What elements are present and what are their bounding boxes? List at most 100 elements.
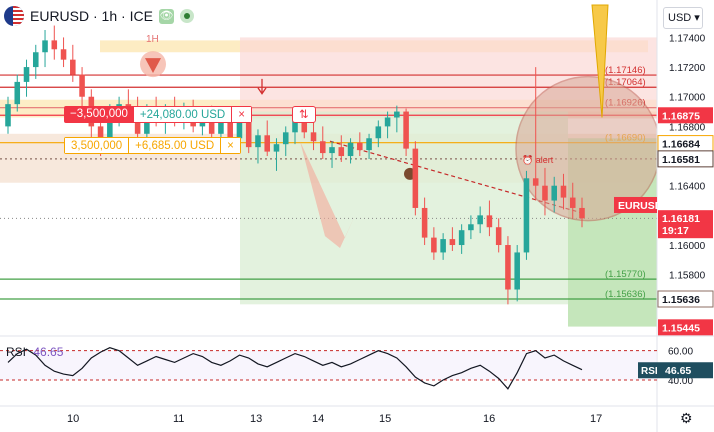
candle-body	[431, 237, 437, 253]
rsi-legend-label: RSI	[6, 345, 27, 359]
price-label-box[interactable]	[658, 210, 713, 227]
level-price-text: (1.17064)	[605, 77, 646, 88]
short-position-line[interactable]: −3,500,000 +24,080.00 USD ×	[64, 106, 252, 123]
candle-body	[347, 142, 354, 157]
price-axis-tick: 1.15800	[669, 271, 706, 282]
close-position-icon[interactable]: ×	[231, 106, 252, 123]
price-label-box[interactable]	[658, 222, 713, 239]
candle-body	[458, 230, 465, 246]
candle-body	[5, 104, 11, 127]
rsi-axis-tick: 60.00	[668, 347, 693, 358]
candle-body	[51, 40, 58, 50]
price-axis-tick: 1.16000	[669, 241, 706, 252]
reverse-order-icon[interactable]: ⇅	[292, 106, 316, 123]
candle-body	[357, 142, 363, 151]
time-axis-tick: 13	[250, 413, 262, 425]
price-label: 1.16581	[662, 154, 700, 166]
short-position-qty[interactable]: −3,500,000	[64, 106, 134, 123]
price-axis-tick: 1.16800	[669, 122, 706, 133]
candle-body	[70, 59, 76, 75]
long-position-line[interactable]: 3,500,000 +6,685.00 USD ×	[64, 137, 241, 154]
order-button[interactable]: ⇅	[292, 106, 316, 123]
candle-body	[292, 120, 298, 133]
symbol-title[interactable]: EURUSD · 1h · ICE	[30, 8, 153, 24]
candle-body	[375, 126, 382, 139]
eye-icon[interactable]: 👁	[158, 8, 174, 24]
price-axis-tick: 1.17400	[669, 33, 706, 44]
alert-label: ⏰ alert	[522, 154, 554, 165]
time-axis-tick: 14	[312, 413, 324, 425]
currency-selector[interactable]: USD ▾	[663, 7, 703, 29]
price-label-box[interactable]	[658, 107, 713, 124]
rsi-badge-value: 46.65	[665, 365, 691, 377]
candle-body	[282, 132, 289, 145]
candle-body	[227, 117, 233, 139]
candle-body	[97, 126, 104, 142]
price-label-box[interactable]	[657, 290, 714, 308]
candle-body	[107, 111, 113, 142]
rsi-line[interactable]	[7, 347, 583, 390]
rsi-badge-label-box	[638, 362, 658, 379]
candle-body	[310, 132, 317, 142]
close-position-icon[interactable]: ×	[220, 137, 241, 154]
chevron-down-icon: ▾	[694, 12, 700, 24]
rsi-badge-value-box	[658, 362, 713, 379]
candle-body	[542, 185, 548, 201]
price-label: 1.16684	[662, 139, 700, 151]
level-price-text: (1.17146)	[605, 65, 646, 76]
down-arrow-drawing[interactable]	[300, 141, 355, 248]
candle-body	[394, 111, 400, 118]
settings-gear-icon[interactable]: ⚙	[680, 410, 693, 426]
level-price-text: (1.15636)	[605, 289, 646, 300]
short-position-pnl[interactable]: +24,080.00 USD	[133, 106, 232, 123]
eurusd-flag-icon	[4, 6, 24, 26]
candle-body	[60, 49, 67, 60]
candle-body	[79, 74, 85, 97]
ray-marker[interactable]	[591, 4, 609, 118]
candle-body	[264, 135, 271, 152]
market-status-icon[interactable]	[179, 9, 194, 23]
candle-body	[579, 207, 585, 219]
timeframe-marker-label: 1H	[146, 34, 159, 45]
candle-body	[551, 185, 558, 201]
candle-body	[32, 52, 39, 68]
candle-body	[236, 120, 243, 139]
candle-body	[560, 185, 567, 198]
price-label: 1.15636	[662, 294, 700, 306]
down-arrow-icon	[145, 58, 161, 74]
long-position-pnl[interactable]: +6,685.00 USD	[129, 137, 221, 154]
long-position-qty[interactable]: 3,500,000	[64, 137, 130, 154]
price-label-box[interactable]	[658, 319, 713, 336]
price-label: 1.15445	[662, 322, 700, 334]
price-label-box[interactable]	[614, 196, 657, 213]
candle-body	[505, 245, 511, 290]
candle-body	[338, 147, 345, 157]
candle-body	[384, 117, 391, 127]
level-price-text: (1.15770)	[605, 269, 646, 280]
candle-body	[255, 135, 261, 148]
candle-body	[468, 224, 474, 231]
rsi-axis-tick: 40.00	[668, 376, 693, 387]
candle-body	[523, 178, 530, 253]
time-axis-tick: 17	[590, 413, 602, 425]
price-label-box[interactable]	[657, 150, 714, 168]
candle-body	[532, 178, 539, 186]
time-axis-tick: 10	[67, 413, 79, 425]
trend-projection-line[interactable]	[329, 140, 581, 213]
candle-body	[440, 239, 446, 253]
rsi-legend[interactable]: RSI 46.65	[6, 345, 63, 359]
candle-body	[208, 114, 215, 134]
price-label: 1.16181	[662, 213, 700, 225]
rsi-badge-label: RSI	[641, 366, 658, 377]
currency-label: USD	[668, 12, 692, 24]
candle-body	[14, 81, 21, 105]
candle-body	[23, 67, 30, 82]
time-axis-tick: 11	[173, 413, 184, 425]
candle-body	[495, 227, 502, 246]
chart-header: EURUSD · 1h · ICE 👁	[0, 4, 194, 28]
candle-body	[514, 252, 520, 290]
candle-body	[403, 111, 409, 149]
price-label: EURUSD	[618, 200, 663, 212]
rsi-legend-value: 46.65	[33, 345, 64, 359]
